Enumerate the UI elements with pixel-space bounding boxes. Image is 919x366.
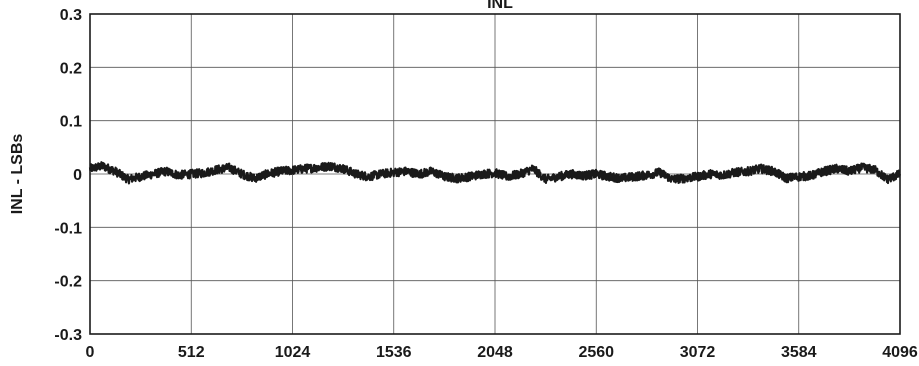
chart-title: INL — [487, 0, 513, 12]
y-tick-label: -0.1 — [54, 220, 82, 237]
x-tick-label: 2048 — [477, 344, 513, 361]
x-tick-label: 1536 — [376, 344, 412, 361]
series — [88, 161, 902, 185]
plot-frame — [89, 13, 901, 335]
x-tick-label: 3072 — [680, 344, 716, 361]
inl-series-line — [88, 161, 902, 185]
x-tick-label: 3584 — [781, 344, 817, 361]
x-tick-label: 2560 — [578, 344, 614, 361]
axis-labels: 0 512 1024 1536 2048 2560 3072 3584 4096 0.3 0.2 0.… — [54, 7, 917, 361]
x-tick-label: 512 — [178, 344, 205, 361]
x-tick-label: 0 — [86, 344, 95, 361]
y-tick-label: 0.2 — [60, 60, 82, 77]
y-tick-label: 0 — [73, 167, 82, 184]
y-tick-label: -0.2 — [54, 274, 82, 291]
y-tick-label: 0.3 — [60, 7, 82, 24]
x-tick-label: 4096 — [882, 344, 918, 361]
y-axis-title: INL - LSBs — [9, 134, 26, 215]
y-tick-label: -0.3 — [54, 327, 82, 344]
x-tick-label: 1024 — [275, 344, 311, 361]
y-tick-label: 0.1 — [60, 114, 82, 131]
